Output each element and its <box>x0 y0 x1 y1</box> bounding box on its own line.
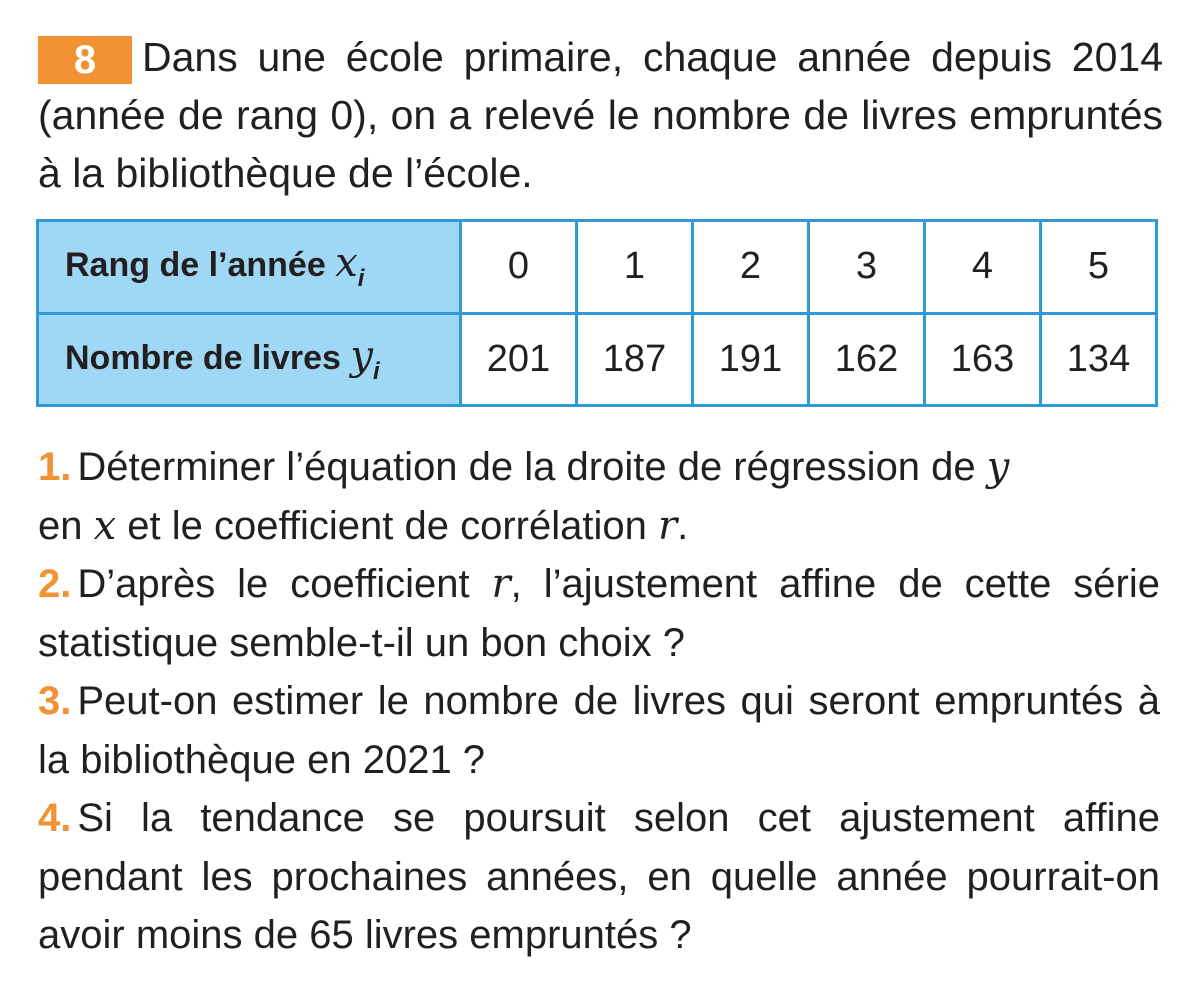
exercise-intro: 8 Dans une école primaire, chaque année d… <box>38 28 1163 202</box>
question-text: et le coefficient de corrélation <box>116 503 658 548</box>
table-cell-x: 4 <box>923 219 1042 315</box>
question-2: 2. D’après le coefficient r, l’ajustement… <box>38 555 1160 672</box>
var-y: y <box>350 332 373 379</box>
row-header-rank: Rang de l’année xi <box>36 219 462 315</box>
question-text: D’après le coefficient <box>77 562 492 606</box>
var-x-subscript: i <box>357 265 365 293</box>
question-text: Si la tendance se poursuit selon cet aju… <box>38 796 1160 957</box>
question-text: en <box>38 503 94 548</box>
table-cell-x: 0 <box>459 219 578 315</box>
data-table: Rang de l’année xi 0 1 2 3 4 5 Nombre de… <box>36 219 1158 407</box>
table-cell-x: 3 <box>807 219 926 315</box>
math-var-x: x <box>93 502 117 549</box>
table-row-rank: Rang de l’année xi 0 1 2 3 4 5 <box>36 219 1158 315</box>
row-header-books-label: Nombre de livres <box>65 338 351 377</box>
question-number: 2. <box>38 562 72 606</box>
question-text: Peut-on estimer le nombre de livres qui … <box>38 679 1160 782</box>
table-cell-y: 187 <box>575 311 694 407</box>
table-cell-x: 1 <box>575 219 694 315</box>
var-x: x <box>335 240 358 287</box>
question-number: 3. <box>38 679 72 723</box>
table-row-books: Nombre de livres yi 201 187 191 162 163 … <box>36 311 1158 407</box>
math-var-r: r <box>657 502 678 549</box>
question-1: 1. Déterminer l’équation de la droite de … <box>38 438 1160 555</box>
row-header-books: Nombre de livres yi <box>36 311 462 407</box>
question-text: , l’ajustement affine de cette série sta… <box>38 562 1160 665</box>
question-text: Déterminer l’équation de la droite de ré… <box>77 445 987 489</box>
table-cell-y: 162 <box>807 311 926 407</box>
question-number: 4. <box>38 796 72 840</box>
table-cell-y: 201 <box>459 311 578 407</box>
table-cell-y: 163 <box>923 311 1042 407</box>
question-4: 4. Si la tendance se poursuit selon cet a… <box>38 789 1160 965</box>
table-cell-x: 5 <box>1039 219 1158 315</box>
question-text: . <box>677 503 689 548</box>
question-number: 1. <box>38 445 72 489</box>
math-var-y: y <box>986 444 1010 490</box>
table-cell-x: 2 <box>691 219 810 315</box>
question-3: 3. Peut-on estimer le nombre de livres qu… <box>38 672 1160 789</box>
questions-list: 1. Déterminer l’équation de la droite de … <box>38 438 1160 965</box>
table-cell-y: 134 <box>1039 311 1158 407</box>
row-header-rank-label: Rang de l’année <box>65 246 336 285</box>
exercise-number-badge: 8 <box>38 36 132 84</box>
exercise-intro-text: Dans une école primaire, chaque année de… <box>38 34 1163 196</box>
table-cell-y: 191 <box>691 311 810 407</box>
var-y-subscript: i <box>372 357 380 385</box>
math-var-r: r <box>491 561 511 607</box>
